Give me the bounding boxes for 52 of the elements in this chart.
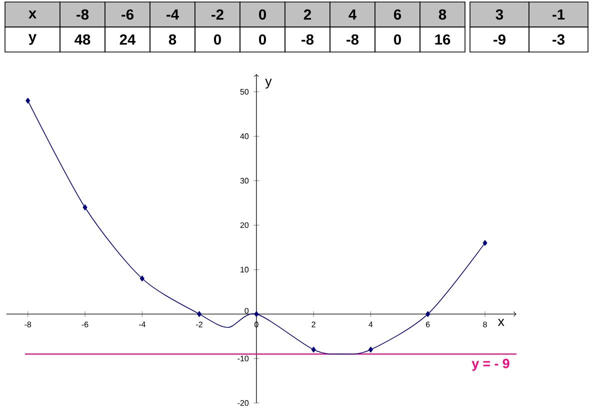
point — [426, 311, 430, 317]
text: -9 — [494, 34, 506, 45]
text: -1 — [552, 9, 565, 20]
x-tick-label: -6 — [82, 322, 88, 328]
y-tick-label: 50 — [240, 88, 249, 94]
x-tick-label: -8 — [24, 322, 32, 328]
text: 48 — [74, 34, 90, 45]
x-tick-label: -4 — [138, 322, 146, 328]
point — [254, 311, 259, 317]
y-tick-label: 20 — [240, 222, 249, 228]
text: 0 — [214, 34, 221, 45]
y-tick-label: 40 — [240, 133, 249, 139]
text: -8 — [76, 9, 89, 20]
y-tick-label: 0 — [244, 308, 249, 314]
point — [26, 98, 30, 104]
x-tick-label: -2 — [196, 322, 202, 328]
y-tick-label: 30 — [240, 178, 249, 184]
text: -4 — [166, 9, 179, 20]
text: y — [28, 34, 37, 45]
x-tick-label: 4 — [368, 322, 373, 328]
y-tick-label: -10 — [238, 356, 249, 362]
text: -6 — [122, 9, 134, 20]
x-tick-label: 2 — [312, 322, 316, 328]
point — [197, 311, 202, 317]
y-tick-label: -20 — [238, 400, 249, 406]
text: 3 — [496, 9, 504, 20]
text: 4 — [348, 9, 356, 20]
point — [368, 346, 373, 352]
text: 0 — [394, 34, 401, 45]
text: -8 — [346, 34, 359, 45]
y-axis-title: y — [265, 78, 272, 88]
point — [82, 204, 88, 210]
text: 0 — [259, 9, 266, 20]
text: 8 — [168, 34, 176, 45]
text: -3 — [552, 34, 564, 45]
text: x — [28, 10, 36, 18]
text: -2 — [212, 9, 224, 20]
ref-line-label: y = - 9 — [472, 358, 510, 371]
text: 6 — [394, 9, 402, 20]
point — [140, 275, 144, 282]
y-tick-label: 10 — [240, 266, 249, 272]
x-tick-label: 8 — [483, 322, 487, 328]
text: 16 — [435, 34, 450, 45]
x-axis-title: x — [498, 318, 504, 326]
text: 0 — [259, 34, 266, 45]
x-tick-label: 6 — [426, 322, 430, 328]
point — [311, 346, 316, 352]
point — [482, 240, 488, 246]
text: 8 — [438, 9, 446, 20]
text: 24 — [120, 34, 136, 44]
text: 2 — [304, 9, 311, 20]
text: -8 — [302, 34, 314, 45]
